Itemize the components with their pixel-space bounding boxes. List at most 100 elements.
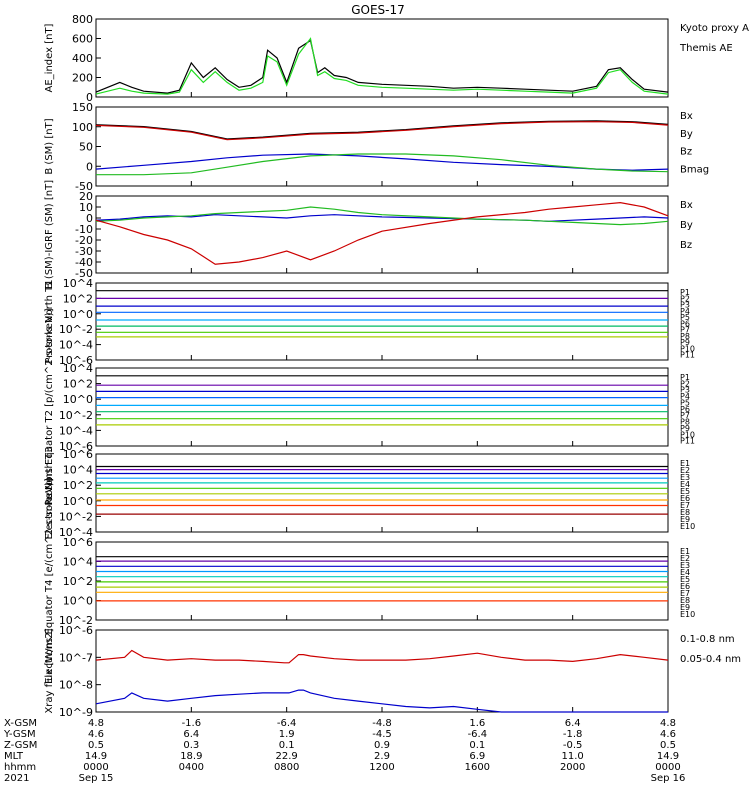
legend-entry: E4: [680, 480, 690, 489]
y-tick-label: 10^0: [63, 308, 93, 321]
y-tick-label: 50: [79, 141, 93, 154]
legend-entry: P4: [680, 307, 690, 316]
panel-4: 10^4 10^2 10^0 10^-2 10^-4 10^-6 Protons North…: [44, 277, 695, 367]
year-label: 2021: [4, 773, 29, 784]
y-tick-label: -50: [75, 267, 93, 280]
axis-row-value: 6.9: [469, 751, 485, 762]
axis-row-value: 4.8: [660, 718, 676, 729]
legend-entry: E8: [680, 508, 690, 517]
y-tick-label: -50: [75, 180, 93, 193]
panel-6: 10^6 10^4 10^2 10^0 10^-2 10^-4 Electrons Nort…: [44, 446, 695, 539]
legend-entry: By: [680, 220, 693, 231]
axis-row-value: -4.8: [372, 718, 392, 729]
axis-row-value: 0.1: [279, 740, 295, 751]
legend-entry: P4: [680, 392, 690, 401]
axis-row-value: 0.1: [469, 740, 485, 751]
y-tick-label: 150: [72, 101, 93, 114]
axis-row-value: -4.5: [372, 729, 392, 740]
y-tick-label: 100: [72, 121, 93, 134]
y-tick-label: 0: [86, 160, 93, 173]
y-tick-label: 10^4: [63, 277, 93, 290]
y-tick-label: 10^0: [63, 393, 93, 406]
series-line: [95, 201, 669, 265]
axis-row-value: 0.9: [374, 740, 390, 751]
y-tick-label: 10^0: [63, 595, 93, 608]
y-tick-label: 400: [72, 52, 93, 65]
legend-entry: P2: [680, 379, 690, 388]
legend-entry: E2: [680, 554, 690, 563]
legend-entry: P5: [680, 313, 690, 322]
panel-8: 10^-6 10^-7 10^-8 10^-9 Xray flux [W/m2] 0.1-…: [44, 624, 741, 719]
series-line: [95, 37, 669, 95]
series-line: [96, 153, 669, 176]
y-tick-label: -30: [75, 245, 93, 258]
legend-entry: E6: [680, 494, 690, 503]
legend-entry: E9: [680, 603, 690, 612]
y-tick-label: 10^-2: [59, 323, 93, 336]
y-tick-label: 10^2: [63, 292, 93, 305]
axis-row-value: 6.4: [565, 718, 581, 729]
panel-5: 10^4 10^2 10^0 10^-2 10^-4 10^-6 Protons Equat…: [44, 308, 695, 505]
y-axis-label: Protons North T1: [44, 279, 55, 363]
axis-row-label: Y-GSM: [3, 729, 36, 740]
legend-entry: E5: [680, 575, 690, 584]
y-tick-label: 10^-8: [59, 679, 93, 692]
series-line: [95, 689, 668, 713]
axis-row-value: 6.4: [183, 729, 199, 740]
y-tick-label: 10^-4: [59, 526, 93, 539]
y-tick-label: -10: [75, 223, 93, 236]
axis-row-value: -0.5: [563, 740, 583, 751]
series-line: [95, 206, 669, 226]
y-tick-label: 10^-2: [59, 614, 93, 627]
axis-row-value: 2.9: [374, 751, 390, 762]
axis-row-value: 4.8: [88, 718, 104, 729]
series-line: [95, 120, 669, 140]
legend-entry: P11: [680, 351, 695, 360]
y-tick-label: 10^0: [63, 495, 93, 508]
panel-frame: [95, 282, 669, 361]
y-axis-label: Electrons Equator T4 [e/(cm^2-s-sr-keV)]: [44, 478, 55, 684]
axis-row-value: 0000: [655, 762, 680, 773]
y-axis-label: Protons Equator T2 [p/(cm^2-s-sr-keV)]: [44, 308, 55, 505]
legend-entry: P6: [680, 319, 690, 328]
legend-entry: P6: [680, 405, 690, 414]
axis-row-label: hhmm: [4, 762, 36, 773]
legend-entry: Kyoto proxy AE: [680, 23, 750, 34]
legend-entry: E7: [680, 501, 690, 510]
legend-entry: P2: [680, 294, 690, 303]
legend-entry: 0.1-0.8 nm: [680, 634, 735, 645]
y-tick-label: 10^-2: [59, 409, 93, 422]
axis-row-value: 0.3: [183, 740, 199, 751]
y-tick-label: 10^2: [63, 479, 93, 492]
series-line: [95, 121, 669, 141]
legend-entry: Bmag: [680, 164, 709, 175]
legend-entry: 0.05-0.4 nm: [680, 654, 741, 665]
y-axis-label: AE_index [nT]: [44, 23, 55, 92]
legend-entry: E5: [680, 487, 690, 496]
axis-row-value: 2000: [560, 762, 585, 773]
legend-entry: P8: [680, 332, 690, 341]
legend-entry: P7: [680, 411, 690, 420]
y-axis-label: B (SM)-IGRF (SM) [nT]: [44, 180, 55, 289]
legend-entry: P11: [680, 437, 695, 446]
date-end: Sep 16: [651, 773, 686, 784]
axis-row-value: 0.5: [660, 740, 676, 751]
axis-row-value: 0.5: [88, 740, 104, 751]
y-axis-label: Xray flux [W/m2]: [44, 628, 55, 713]
y-tick-label: 10^-7: [59, 651, 93, 664]
panel-frame: [95, 367, 669, 447]
y-tick-label: 600: [72, 33, 93, 46]
y-tick-label: 0: [86, 212, 93, 225]
panel-frame: [95, 195, 669, 274]
legend-entry: E3: [680, 473, 690, 482]
axis-row-value: 1.6: [469, 718, 485, 729]
axis-row-value: 1.9: [279, 729, 295, 740]
y-axis-label: B (SM) [nT]: [44, 118, 55, 174]
y-tick-label: 200: [72, 72, 93, 85]
axis-row-label: Z-GSM: [4, 740, 37, 751]
axis-row-value: 22.9: [276, 751, 298, 762]
y-tick-label: 10: [79, 201, 93, 214]
axis-row-value: -1.8: [563, 729, 583, 740]
axis-row-value: 14.9: [85, 751, 107, 762]
